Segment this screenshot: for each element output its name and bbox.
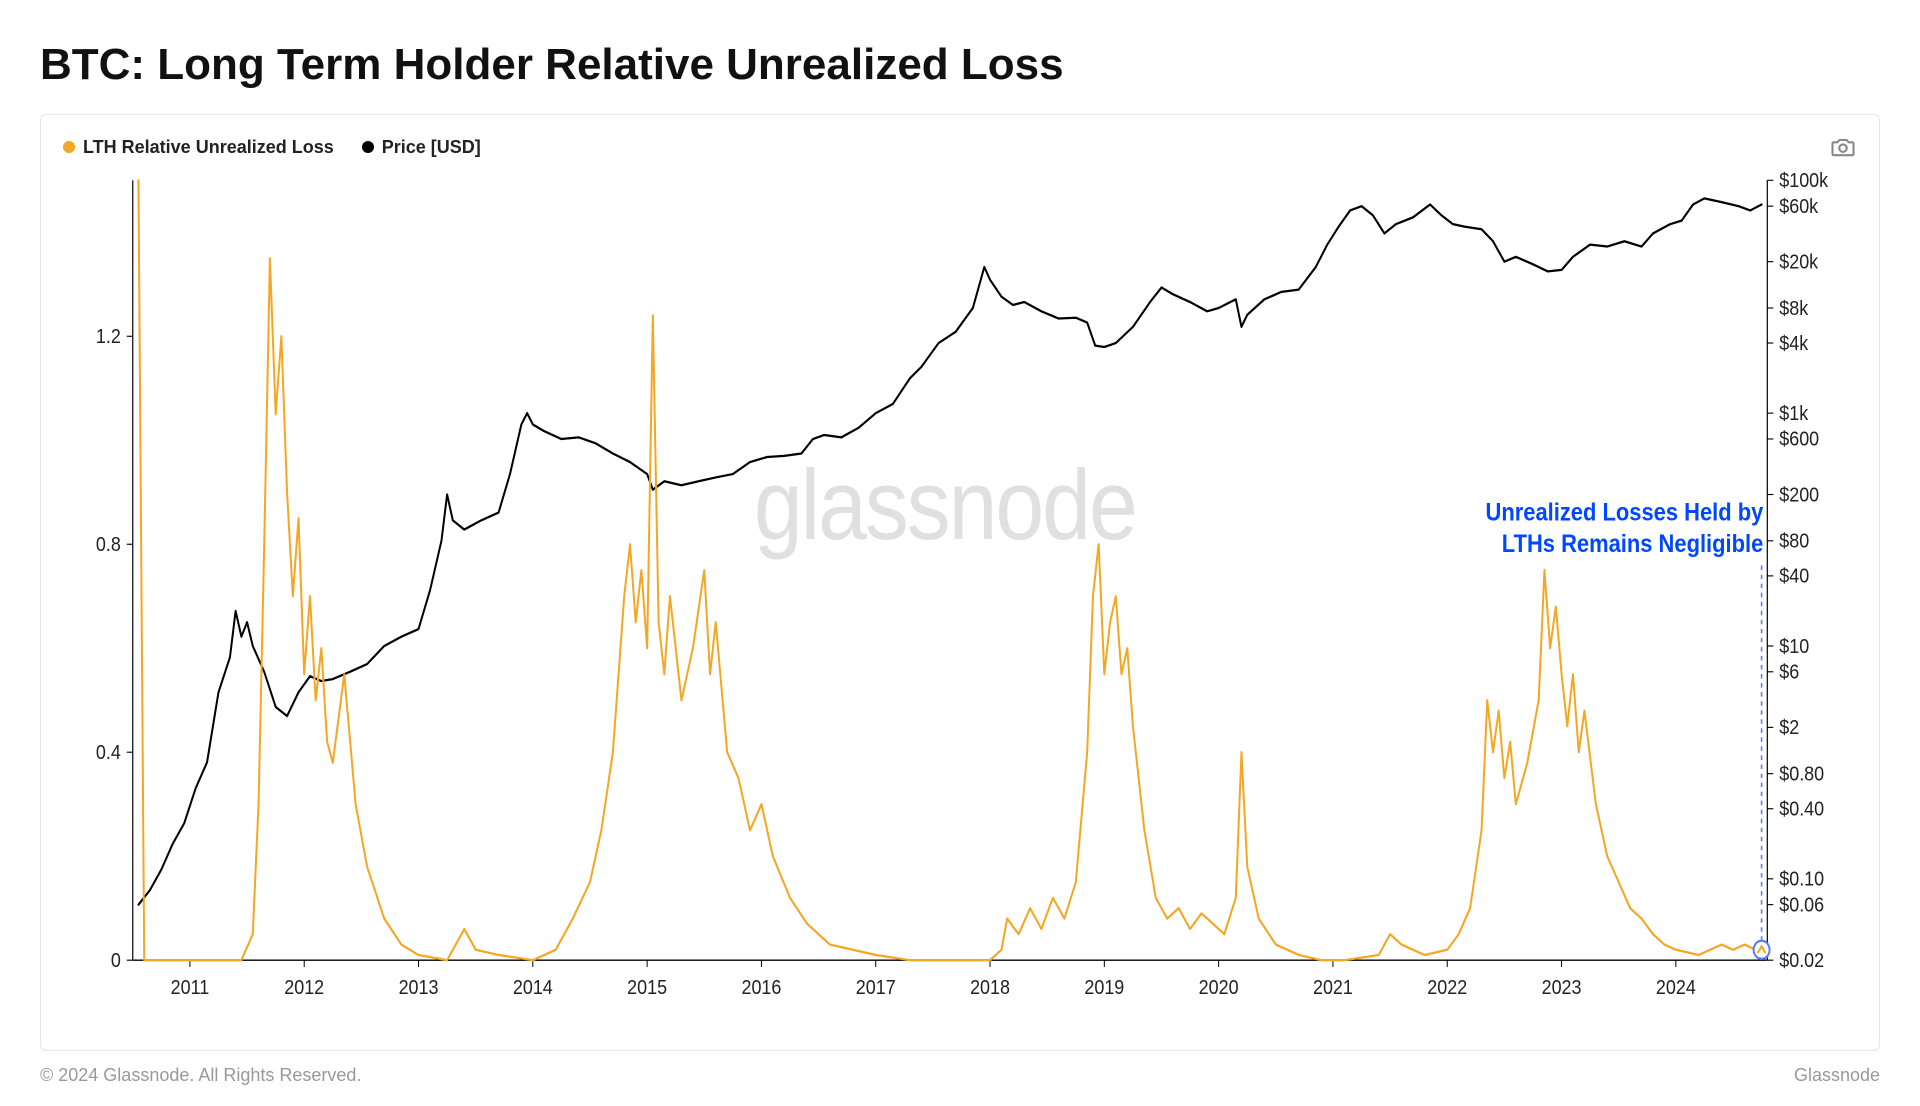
annotation-line2: LTHs Remains Negligible [1502, 530, 1764, 558]
svg-text:2020: 2020 [1199, 977, 1239, 999]
svg-text:2019: 2019 [1084, 977, 1124, 999]
svg-text:$60k: $60k [1779, 196, 1818, 218]
svg-text:2011: 2011 [171, 977, 210, 999]
svg-text:2022: 2022 [1427, 977, 1467, 999]
svg-text:$0.80: $0.80 [1779, 763, 1824, 785]
svg-text:$80: $80 [1779, 531, 1809, 553]
legend-dot-price [362, 141, 374, 153]
svg-text:2016: 2016 [741, 977, 781, 999]
svg-text:$4k: $4k [1779, 333, 1808, 355]
svg-text:$6: $6 [1779, 662, 1799, 684]
svg-text:$0.06: $0.06 [1779, 894, 1824, 916]
lth-loss-line [138, 180, 1761, 960]
svg-text:0: 0 [111, 950, 121, 972]
svg-text:0.8: 0.8 [96, 534, 121, 556]
svg-text:$100k: $100k [1779, 170, 1828, 192]
legend-row: LTH Relative Unrealized Loss Price [USD] [63, 133, 1857, 161]
svg-text:glassnode: glassnode [754, 449, 1136, 560]
svg-text:2021: 2021 [1313, 977, 1353, 999]
svg-text:2023: 2023 [1542, 977, 1582, 999]
svg-text:2014: 2014 [513, 977, 553, 999]
legend-items: LTH Relative Unrealized Loss Price [USD] [63, 137, 481, 158]
camera-icon[interactable] [1829, 133, 1857, 161]
svg-text:1.2: 1.2 [96, 326, 121, 348]
svg-text:2013: 2013 [399, 977, 439, 999]
legend-label-lth: LTH Relative Unrealized Loss [83, 137, 334, 158]
chart-svg: glassnode 0 0.4 0.8 1.2 $0.02 $0.06 $0.10 $0.40 $… [63, 169, 1857, 1028]
svg-text:$8k: $8k [1779, 298, 1808, 320]
svg-text:$200: $200 [1779, 484, 1819, 506]
svg-text:$600: $600 [1779, 429, 1819, 451]
svg-text:$40: $40 [1779, 566, 1809, 588]
svg-text:2017: 2017 [856, 977, 896, 999]
svg-text:$2: $2 [1779, 717, 1799, 739]
svg-text:2024: 2024 [1656, 977, 1696, 999]
legend-item-price: Price [USD] [362, 137, 481, 158]
legend-label-price: Price [USD] [382, 137, 481, 158]
brand-text: Glassnode [1794, 1065, 1880, 1086]
svg-text:$0.02: $0.02 [1779, 950, 1824, 972]
chart-plot: glassnode 0 0.4 0.8 1.2 $0.02 $0.06 $0.10 $0.40 $… [63, 169, 1857, 1028]
chart-title: BTC: Long Term Holder Relative Unrealize… [40, 40, 1880, 90]
svg-text:2015: 2015 [627, 977, 667, 999]
svg-text:$20k: $20k [1779, 251, 1818, 273]
copyright-text: © 2024 Glassnode. All Rights Reserved. [40, 1065, 361, 1086]
svg-text:2018: 2018 [970, 977, 1010, 999]
svg-text:$0.40: $0.40 [1779, 799, 1824, 821]
legend-item-lth: LTH Relative Unrealized Loss [63, 137, 334, 158]
svg-text:2012: 2012 [284, 977, 324, 999]
svg-text:$1k: $1k [1779, 403, 1808, 425]
svg-text:$0.10: $0.10 [1779, 869, 1824, 891]
chart-card: LTH Relative Unrealized Loss Price [USD]… [40, 114, 1880, 1051]
svg-text:0.4: 0.4 [96, 742, 121, 764]
footer-row: © 2024 Glassnode. All Rights Reserved. G… [40, 1065, 1880, 1086]
svg-text:$10: $10 [1779, 636, 1809, 658]
page-root: BTC: Long Term Holder Relative Unrealize… [0, 0, 1920, 1106]
legend-dot-lth [63, 141, 75, 153]
annotation-marker [1754, 941, 1770, 959]
annotation-line1: Unrealized Losses Held by [1486, 498, 1764, 526]
